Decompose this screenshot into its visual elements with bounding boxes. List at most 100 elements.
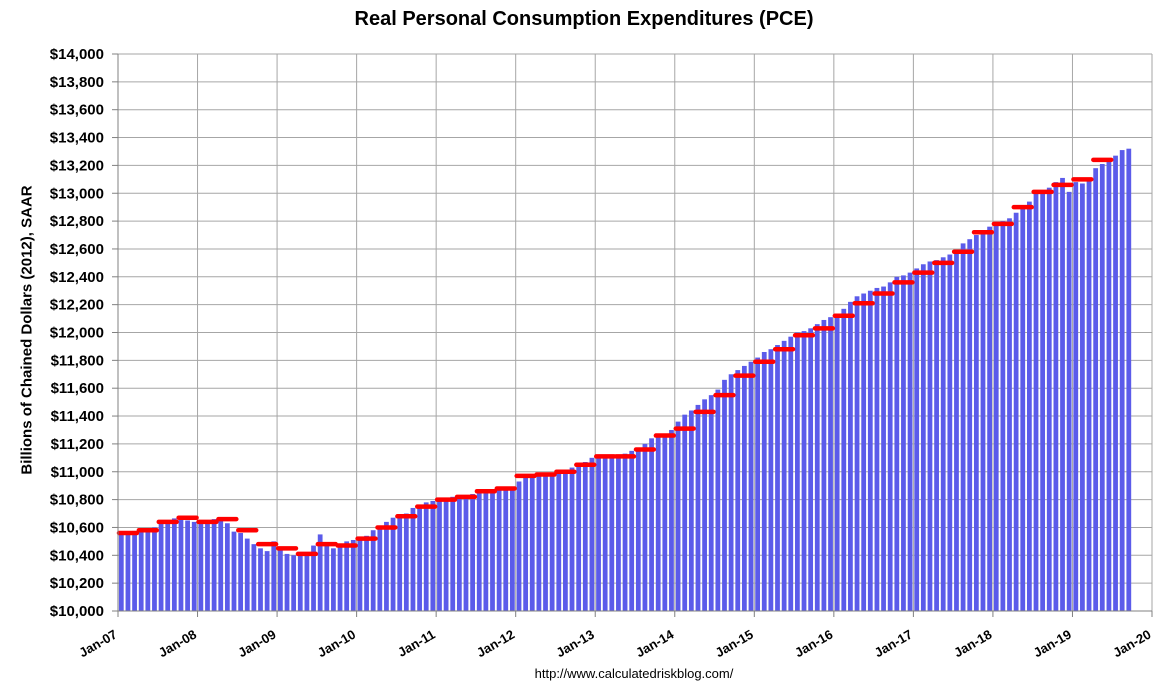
pce-bar [702,399,707,611]
source-url: http://www.calculatedriskblog.com/ [534,666,734,681]
pce-bar [503,488,509,611]
pce-bar [861,293,867,611]
pce-bar [384,521,389,611]
pce-bar [165,520,171,611]
pce-bar [390,517,396,611]
y-tick-label: $11,800 [51,352,104,369]
pce-bar [1086,177,1092,611]
pce-bar [688,410,694,611]
pce-bar [629,450,635,611]
y-tick-label: $10,200 [50,575,104,592]
y-tick-label: $11,000 [51,464,104,481]
pce-bar [954,251,959,612]
x-tick-label: Jan-16 [792,627,835,661]
pce-bar [1046,187,1052,611]
pce-bar [397,516,403,611]
pce-bar [1013,212,1019,611]
x-tick-label: Jan-12 [474,627,517,661]
pce-bar [291,555,297,611]
pce-bar [708,395,714,611]
pce-bar [867,290,873,611]
pce-bar [582,462,588,611]
pce-bar [271,541,277,611]
pce-bar [324,545,330,611]
x-tick-label: Jan-18 [951,627,994,661]
pce-bar [755,357,761,611]
pce-bar [695,404,701,611]
pce-bar [947,254,953,611]
pce-bar [278,548,283,611]
pce-bar [940,257,946,611]
pce-bar [423,502,429,611]
pce-bar [523,477,529,611]
y-tick-label: $12,400 [50,269,104,286]
pce-bar [662,436,668,611]
pce-bar [828,317,833,611]
pce-bar [311,545,316,611]
pce-bar [874,287,880,611]
pce-bar [118,533,124,611]
pce-bar [735,370,741,611]
pce-bar [370,530,376,611]
pce-bar [841,308,847,611]
pce-bar [1119,150,1125,611]
y-tick-label: $11,600 [51,380,104,397]
pce-bar [437,499,442,611]
y-tick-label: $11,400 [51,408,104,425]
pce-bar [596,456,601,611]
pce-bar [470,494,475,611]
pce-bar [403,513,409,611]
pce-bar [549,473,555,611]
pce-bar [218,519,224,611]
pce-bar [1126,148,1132,611]
pce-bar [655,434,661,611]
x-tick-label: Jan-08 [156,627,199,661]
pce-bar [887,282,893,611]
pce-bar [377,527,383,611]
pce-bar [781,340,787,611]
pce-bar [171,518,177,611]
pce-bar [490,489,495,611]
y-tick-label: $10,000 [50,603,104,620]
pce-bar [1099,164,1105,611]
pce-bar [722,379,727,611]
pce-bar [152,527,157,611]
pce-bar [622,453,628,611]
pce-bar [211,519,217,611]
y-tick-label: $13,800 [50,74,104,91]
pce-bar [145,529,151,611]
pce-bar [417,505,422,611]
pce-bar [741,365,747,611]
y-tick-label: $13,000 [50,185,104,202]
x-tick-label: Jan-19 [1031,627,1074,661]
bar-layer [118,148,1132,612]
pce-bar [980,232,986,612]
pce-bar [357,538,363,611]
pce-bar [198,523,204,611]
pce-bar [914,268,920,611]
pce-bar [304,552,310,611]
pce-bar [1113,155,1118,611]
pce-bar [158,523,164,611]
x-tick-label: Jan-20 [1110,627,1153,661]
pce-bar [814,324,820,611]
pce-bar [616,455,621,611]
pce-bar [244,538,250,611]
pce-bar [125,534,131,611]
pce-bar [350,539,356,611]
pce-bar [821,319,827,611]
y-tick-label: $12,600 [50,241,104,258]
pce-bar [881,286,886,611]
pce-bar [344,541,350,611]
pce-bar [635,448,641,611]
pce-bar [1026,201,1032,612]
pce-bar [1093,168,1099,611]
pce-bar [682,414,688,611]
y-tick-label: $10,400 [50,547,104,564]
pce-bar [1060,177,1065,611]
x-tick-label: Jan-14 [633,626,677,660]
pce-bar [993,223,999,611]
y-tick-label: $12,000 [50,325,104,342]
pce-bar [609,457,615,611]
